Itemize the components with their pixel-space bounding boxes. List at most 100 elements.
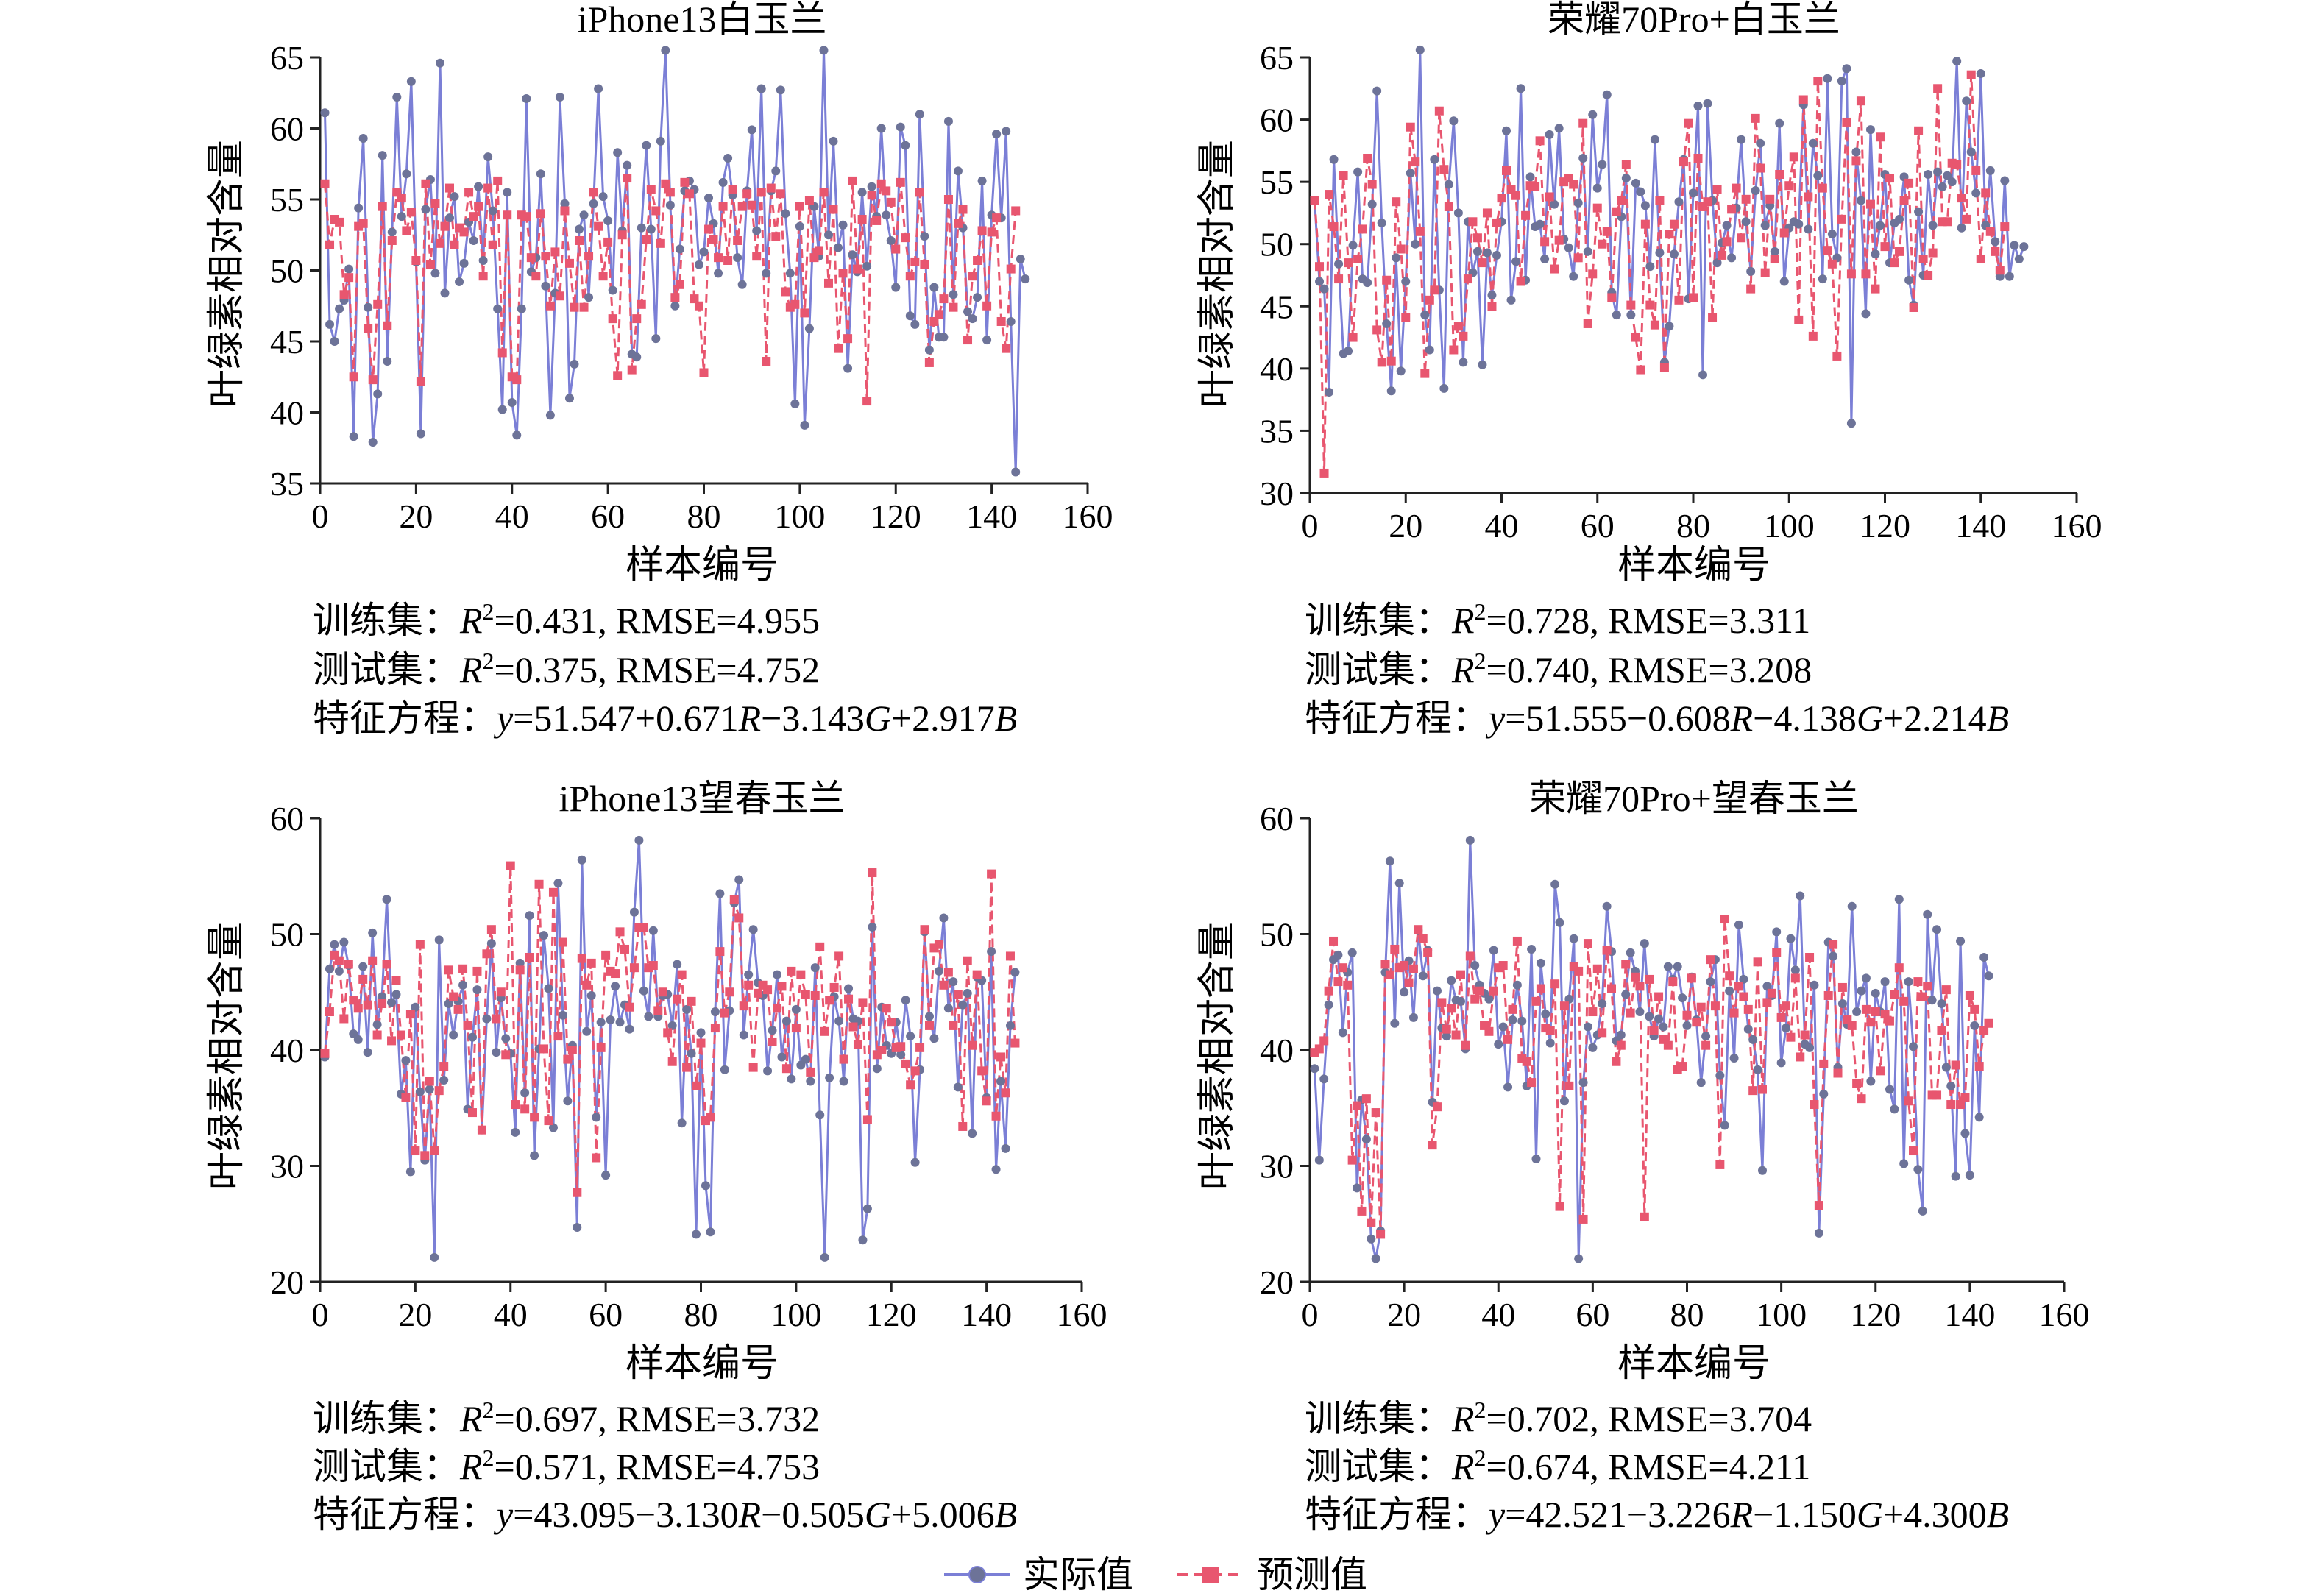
panel-3-predicted-point [372, 1030, 382, 1040]
panel-4-actual-point [1776, 1058, 1786, 1068]
panel-1-actual-point [953, 166, 963, 176]
panel-4-actual-point [1715, 1071, 1725, 1080]
panel-4-predicted-point [1970, 1004, 1979, 1014]
panel-3-actual-point [511, 1127, 520, 1137]
panel-1-actual-point [570, 359, 579, 369]
panel-3-actual-point [629, 907, 639, 917]
panel-4-actual-point [1819, 1089, 1829, 1099]
panel-2-predicted-point [1631, 333, 1640, 342]
panel-3-actual-point [573, 1222, 582, 1232]
panel-1-actual-point [435, 58, 444, 68]
panel-1-test-rmse-prefix: , RMSE= [598, 649, 737, 690]
panel-2-actual-point [1914, 207, 1924, 216]
panel-2-predicted-point [1837, 214, 1846, 224]
panel-3-y-tick-label: 20 [270, 1263, 304, 1301]
panel-2-actual-point [1808, 138, 1818, 148]
panel-4-test-r2: 0.674 [1507, 1446, 1590, 1487]
panel-1-actual-point [665, 200, 675, 210]
panel-4-predicted-point [1621, 960, 1631, 969]
panel-4-predicted-point [1314, 1044, 1324, 1054]
panel-1-predicted-point [704, 224, 714, 234]
panel-3-xlabel: 样本编号 [625, 1341, 779, 1386]
panel-2-predicted-point [1779, 228, 1789, 238]
panel-4-actual-point [1541, 1010, 1550, 1019]
panel-1-actual-point [834, 243, 843, 252]
panel-1-predicted-point [642, 235, 651, 244]
panel-2-actual-point [2019, 242, 2029, 252]
panel-1-actual-point [1002, 127, 1011, 136]
panel-1-predicted-point [656, 238, 665, 248]
panel-4-actual-point [1333, 950, 1343, 960]
panel-4-equation: 特征方程：y=42.521−3.226R−1.150G+4.300B [1305, 1493, 2009, 1536]
panel-1-predicted-point [344, 273, 354, 283]
panel-1-predicted-point [862, 397, 872, 406]
panel-1-x-tick-label: 40 [495, 497, 529, 535]
panel-4-x-tick-label: 0 [1302, 1296, 1319, 1333]
panel-2-predicted-point [1684, 118, 1693, 128]
panel-2-actual-point [1472, 247, 1482, 256]
panel-1-predicted-point [598, 272, 608, 281]
panel-1-actual-point [886, 235, 896, 245]
panel-1-predicted-point [637, 299, 646, 309]
panel-2-test-r2-symbol: R [1451, 649, 1475, 690]
panel-3-actual-point [525, 911, 534, 921]
panel-3-predicted-point [434, 1086, 444, 1096]
panel-4-actual-point [1645, 1012, 1654, 1021]
panel-4-actual-point [1456, 996, 1465, 1006]
panel-2-predicted-point [1861, 269, 1871, 279]
panel-4-predicted-point [1329, 936, 1339, 946]
panel-3-predicted-point [401, 1093, 411, 1102]
panel-2-y-tick-label: 40 [1260, 350, 1294, 388]
panel-4-predicted-point [1635, 982, 1645, 991]
panel-3-actual-point [439, 1075, 449, 1085]
panel-1-predicted-point [589, 188, 598, 197]
panel-4-x-tick-label: 120 [1850, 1296, 1901, 1333]
panel-1-predicted-point [651, 206, 661, 216]
panel-3-actual-point [968, 1129, 977, 1138]
panel-1-actual-point [823, 230, 833, 240]
panel-3-predicted-point [458, 964, 468, 973]
panel-1-predicted-point [416, 377, 425, 386]
panel-4-actual-point [1408, 1012, 1418, 1022]
panel-2-actual-point [1674, 197, 1684, 207]
panel-1-predicted-point [733, 235, 742, 245]
panel-2-predicted-point [1957, 194, 1966, 203]
panel-3-predicted-point [511, 1100, 520, 1110]
panel-1-predicted-point [819, 188, 829, 197]
panel-3-predicted-point [939, 980, 949, 990]
panel-3-predicted-point [915, 1043, 925, 1052]
panel-3-predicted-point [663, 1028, 673, 1038]
panel-4-predicted-point [1810, 1100, 1819, 1110]
panel-2-x-tick-label: 80 [1676, 507, 1710, 545]
panel-1-predicted-point [728, 185, 737, 194]
panel-4-actual-point [1314, 1155, 1324, 1165]
panel-1-actual-point [781, 209, 790, 219]
panel-3-predicted-point [539, 1044, 549, 1054]
panel-2-actual-point [1386, 386, 1396, 396]
panel-3-actual-point [963, 988, 972, 998]
panel-2-predicted-point [1339, 171, 1348, 180]
panel-4-actual-point [1956, 936, 1966, 946]
panel-1-predicted-point [469, 212, 478, 221]
panel-2-x-tick-label: 120 [1860, 507, 1910, 545]
panel-1-actual-point [488, 206, 497, 216]
panel-3-predicted-point [777, 982, 787, 991]
panel-3-actual-point [677, 1118, 687, 1128]
panel-2-actual-point [1813, 171, 1823, 180]
panel-2-predicted-point [1392, 197, 1401, 207]
panel-4-actual-point [1951, 1171, 1960, 1181]
panel-1-actual-point [320, 108, 330, 118]
panel-2-r2-symbol: R [1451, 600, 1475, 641]
panel-3-predicted-point [796, 970, 806, 979]
panel-3-train-rmse-prefix: , RMSE= [598, 1398, 737, 1439]
panel-4-actual-point [1338, 1028, 1347, 1038]
panel-2-actual-point [1693, 101, 1703, 110]
panel-3-predicted-point [405, 1010, 415, 1019]
panel-3-actual-point [667, 1021, 677, 1030]
panel-4-test-prefix: 测试集： [1305, 1445, 1452, 1488]
panel-2-actual-point [1966, 147, 1976, 157]
panel-4-test-r2-eq: = [1486, 1446, 1507, 1487]
panel-1-predicted-point [440, 221, 450, 231]
panel-1-predicted-point [627, 365, 637, 375]
panel-3-predicted-point [887, 1018, 896, 1027]
